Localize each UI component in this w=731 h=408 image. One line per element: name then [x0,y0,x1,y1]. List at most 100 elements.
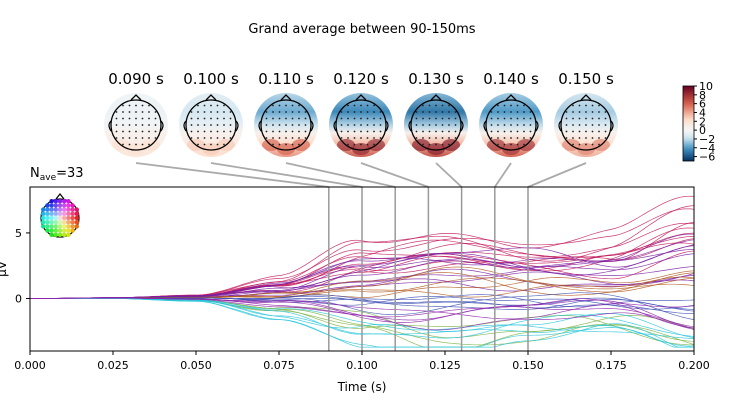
sensor-dot [598,104,600,107]
inset-sensor-dot [49,207,54,212]
sensor-dot [210,117,212,120]
inset-sensor-dot [66,224,71,229]
sensor-dot [216,130,219,133]
sensor-dot [291,111,294,113]
sensor-dot [154,117,157,120]
sensor-dot [229,117,232,120]
sensor-dot [379,117,382,120]
inset-sensor-dot [61,228,67,233]
sensor-dot [585,130,587,133]
sensor-dot [278,124,281,126]
sensor-dot [366,117,369,120]
inset-sensor-dot [70,211,75,216]
sensor-dot [585,137,587,139]
inset-sensor-dot [74,215,80,221]
inset-sensor-dot [74,224,80,229]
sensor-dot [229,124,232,126]
sensor-dot [529,124,532,126]
sensor-dot [265,124,268,126]
inset-sensor-dot [57,215,63,221]
inset-sensor-dot [57,232,63,237]
inset-sensor-dot [41,211,46,216]
sensor-dot [591,117,594,120]
sensor-dot [578,104,581,107]
sensor-dot [203,124,206,126]
sensor-dot [272,143,274,146]
colorbar-tick-label: −4 [699,142,715,155]
sensor-dot [503,143,506,146]
sensor-dot [122,117,124,120]
topomap: 0.130 s [404,70,468,157]
sensor-dot [415,117,418,120]
sensor-dot [379,111,382,113]
inset-sensor-dot [53,215,58,221]
sensor-dot [516,104,519,107]
connector-line [360,162,429,188]
sensor-dot [366,137,369,139]
sensor-dot [203,143,206,146]
inset-sensor-dot [53,203,58,208]
inset-sensor-dot [66,199,71,204]
sensor-dot [454,111,457,113]
sensor-dot [454,117,457,120]
sensor-dot [272,124,274,126]
sensor-dot [379,124,382,126]
sensor-dot [128,111,131,113]
sensor-dot [223,111,225,113]
topomap-time-label: 0.100 s [183,70,239,88]
sensor-dot [203,137,206,139]
sensor-dot [454,137,457,139]
inset-sensor-dot [70,228,75,233]
sensor-dot [435,130,437,133]
sensor-dot [148,117,150,120]
nose [505,94,517,101]
sensor-dot [154,111,157,113]
topomap: 0.120 s [329,70,393,157]
sensor-dot [128,104,131,107]
sensor-dot [591,137,594,139]
sensor-dot [435,137,437,139]
left-ear [483,120,487,132]
inset-sensor-dot [49,232,54,237]
inset-sensor-dot [41,215,46,221]
sensor-dot [435,111,437,113]
sensor-dot [497,104,499,107]
sensor-dot [197,124,199,126]
sensor-dot [223,104,225,107]
sensor-dot [203,130,206,133]
sensor-dot [591,104,594,107]
inset-sensor-dot [53,211,58,216]
sensor-dot [585,124,587,126]
colorbar-tick-label: 10 [699,80,713,93]
sensor-dot [435,104,437,107]
sensor-dot [272,111,274,113]
sensor-dot [128,117,131,120]
colorbar-gradient [682,85,695,162]
sensor-dot [154,137,157,139]
sensor-dot [298,130,300,133]
sensor-dot [379,130,382,133]
sensor-dot [340,111,343,113]
sensor-dot [435,124,437,126]
sensor-dot [223,143,225,146]
sensor-dot [285,117,287,120]
inset-sensor-dot [49,220,54,225]
sensor-dot [229,111,232,113]
sensor-dot [278,130,281,133]
sensor-dot [223,137,225,139]
inset-sensor-dot [70,220,75,225]
colorbar-tick-label: −2 [699,133,715,146]
right-ear [310,120,314,132]
sensor-dot [148,111,150,113]
inset-sensor-dot [41,220,46,225]
sensor-dot [490,111,493,113]
sensor-dot [197,130,199,133]
sensor-dot [122,104,124,107]
sensor-dot [448,104,450,107]
sensor-dot [216,111,219,113]
sensor-dot [291,117,294,120]
inset-sensor-dot [66,228,71,233]
colorbar-tick-label: 8 [699,89,706,102]
sensor-dot [122,143,124,146]
sensor-dot [428,124,431,126]
